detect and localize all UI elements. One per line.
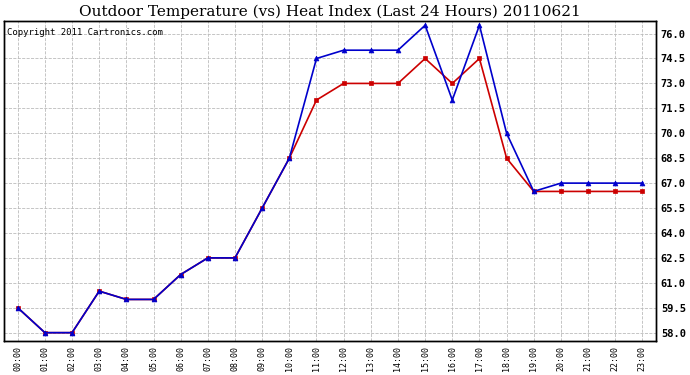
Title: Outdoor Temperature (vs) Heat Index (Last 24 Hours) 20110621: Outdoor Temperature (vs) Heat Index (Las…	[79, 4, 581, 18]
Text: Copyright 2011 Cartronics.com: Copyright 2011 Cartronics.com	[8, 27, 164, 36]
